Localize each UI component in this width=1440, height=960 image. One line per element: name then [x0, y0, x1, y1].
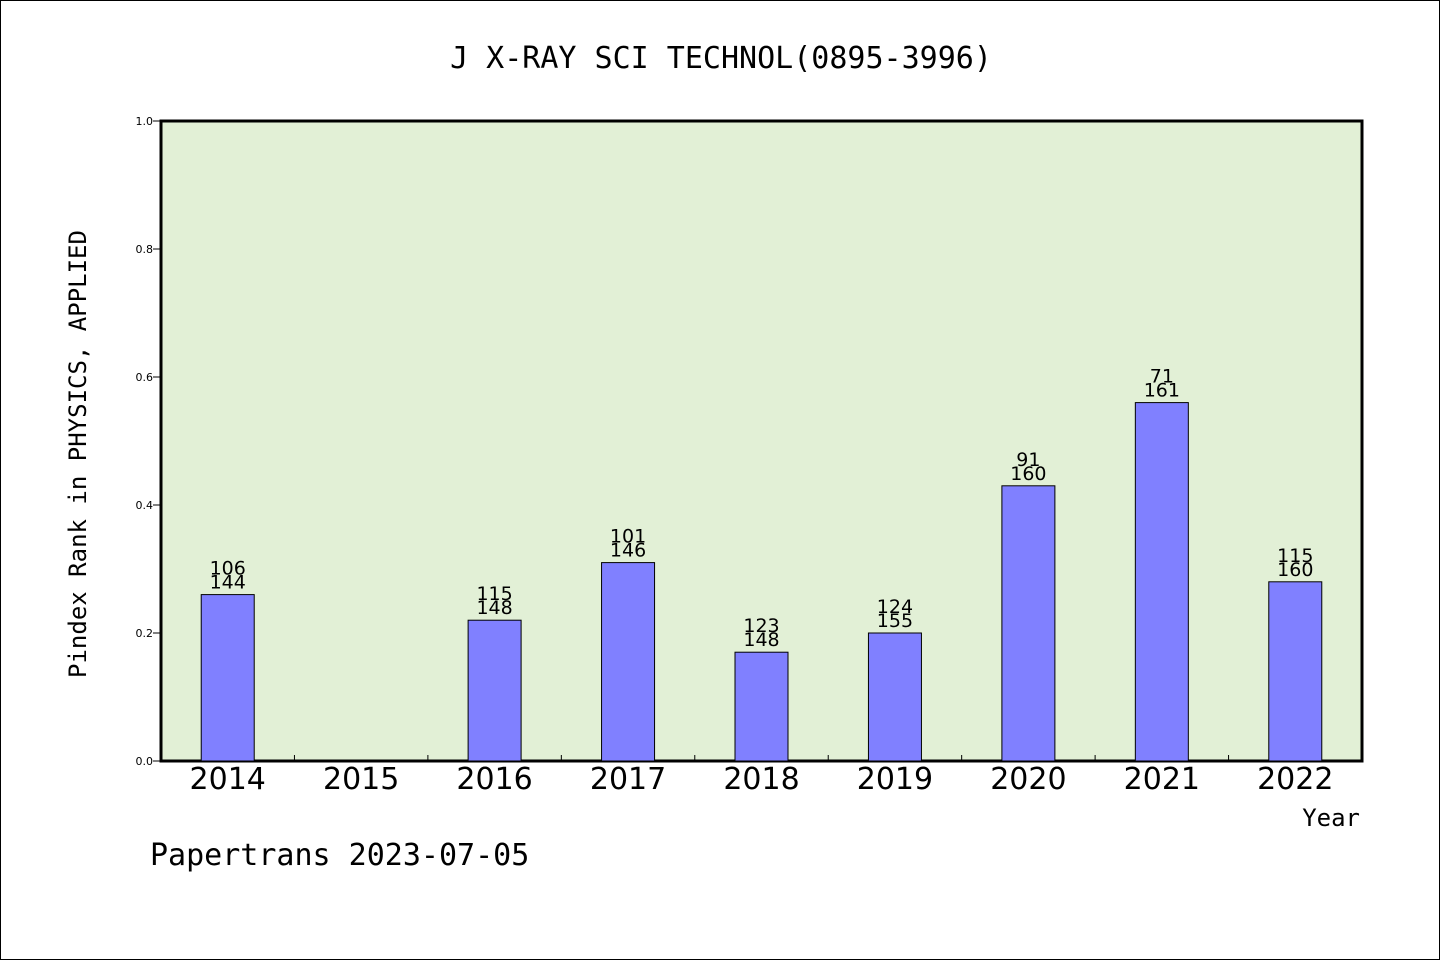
bar-rank-label: 101: [610, 526, 646, 548]
bar-2020: [1001, 485, 1056, 762]
bar-total-label: 148: [743, 629, 779, 651]
bar-rank-label: 124: [877, 596, 913, 618]
bar-total-label: 160: [1277, 559, 1313, 581]
bar-2022: [1268, 581, 1323, 762]
footer-credit: Papertrans 2023-07-05: [150, 838, 529, 873]
bar-total-label: 146: [610, 540, 646, 562]
x-tick-label: 2017: [590, 762, 666, 797]
x-axis-label: Year: [1302, 804, 1360, 832]
y-axis-label: Pindex Rank in PHYSICS, APPLIED: [64, 230, 92, 678]
bar-total-label: 155: [877, 610, 913, 632]
bar-total-label: 160: [1010, 463, 1046, 485]
bar-rank-label: 115: [476, 583, 512, 605]
x-tick-label: 2021: [1124, 762, 1200, 797]
bar-total-label: 144: [210, 572, 246, 594]
y-tick-label: 0.4: [136, 499, 154, 512]
x-tick-label: 2020: [990, 762, 1066, 797]
bar-2014: [200, 594, 255, 762]
bar-rank-label: 123: [743, 615, 779, 637]
x-tick-label: 2022: [1257, 762, 1333, 797]
y-tick-label: 0.0: [136, 755, 154, 768]
y-tick-label: 0.8: [136, 243, 154, 256]
bar-series: [200, 402, 1323, 762]
bar-total-label: 148: [476, 597, 512, 619]
chart-title: J X-RAY SCI TECHNOL(0895-3996): [450, 41, 992, 76]
x-tick-label: 2016: [456, 762, 532, 797]
bar-2021: [1134, 402, 1189, 762]
y-axis: 0.0 0.2 0.4 0.6 0.8 1.0: [136, 115, 161, 768]
bar-2017: [601, 562, 656, 762]
y-tick-label: 0.6: [136, 371, 154, 384]
x-tick-label: 2018: [723, 762, 799, 797]
bar-rank-label: 91: [1016, 449, 1040, 471]
y-tick-label: 1.0: [136, 115, 154, 128]
bar-2019: [867, 632, 922, 762]
bar-rank-label: 115: [1277, 545, 1313, 567]
x-tick-label: 2019: [857, 762, 933, 797]
bar-total-label: 161: [1144, 380, 1180, 402]
bar-2018: [734, 651, 789, 762]
x-axis: 2014 2015 2016 2017 2018 2019 2020 2021 2022: [190, 755, 1333, 797]
x-tick-label: 2014: [190, 762, 266, 797]
y-tick-label: 0.2: [136, 627, 154, 640]
bar-rank-label: 71: [1150, 366, 1174, 388]
bar-labels: 1061441151481011461231481241559116071161…: [210, 366, 1314, 652]
bar-rank-label: 106: [210, 558, 246, 580]
x-tick-label: 2015: [323, 762, 399, 797]
bar-2016: [467, 619, 522, 762]
